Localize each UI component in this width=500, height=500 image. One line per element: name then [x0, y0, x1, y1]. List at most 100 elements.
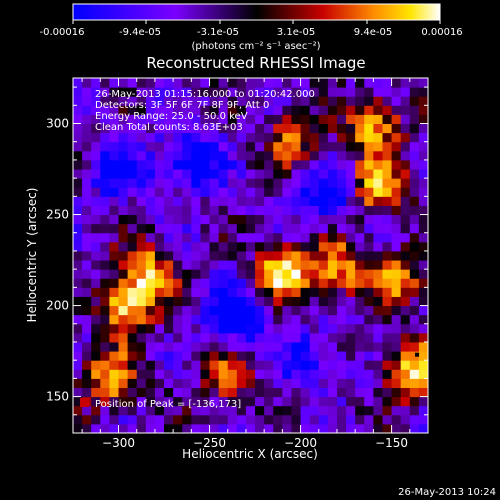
heatmap-cell	[127, 178, 138, 188]
heatmap-cell	[164, 332, 174, 343]
heatmap-cell	[118, 205, 129, 216]
heatmap-cell	[327, 96, 338, 106]
heatmap-cell	[318, 332, 329, 343]
heatmap-cell	[327, 332, 338, 343]
heatmap-cell	[118, 260, 129, 270]
heatmap-cell	[109, 405, 120, 416]
heatmap-cell	[327, 114, 338, 125]
heatmap-cell	[82, 314, 92, 325]
heatmap-cell	[309, 269, 320, 279]
heatmap-cell	[191, 314, 201, 325]
heatmap-cell	[273, 278, 283, 288]
heatmap-cell	[227, 287, 238, 297]
heatmap-cell	[318, 241, 329, 252]
heatmap-cell	[91, 341, 101, 352]
heatmap-cell	[164, 369, 174, 379]
heatmap-cell	[236, 269, 247, 279]
heatmap-cell	[182, 387, 192, 398]
heatmap-cell	[327, 405, 338, 416]
heatmap-cell	[245, 178, 256, 188]
heatmap-cell	[227, 378, 238, 388]
heatmap-cell	[109, 287, 120, 297]
heatmap-cell	[245, 423, 256, 433]
heatmap-cell	[164, 241, 174, 252]
heatmap-cell	[218, 387, 229, 398]
heatmap-cell	[209, 296, 220, 307]
heatmap-cell	[418, 169, 428, 179]
heatmap-cell	[154, 269, 165, 279]
heatmap-cell	[273, 123, 283, 134]
heatmap-cell	[373, 159, 383, 170]
heatmap-cell	[91, 351, 101, 361]
heatmap-cell	[291, 378, 302, 388]
heatmap-cell	[273, 87, 283, 97]
heatmap-cell	[264, 369, 274, 379]
heatmap-cell	[355, 378, 365, 388]
heatmap-cell	[273, 351, 283, 361]
heatmap-cell	[154, 341, 165, 352]
heatmap-cell	[100, 378, 110, 388]
heatmap-cell	[355, 396, 365, 407]
heatmap-cell	[182, 269, 192, 279]
heatmap-cell	[409, 232, 420, 243]
heatmap-cell	[255, 87, 265, 97]
heatmap-cell	[355, 123, 365, 134]
heatmap-cell	[282, 423, 292, 433]
heatmap-cell	[145, 150, 156, 161]
heatmap-cell	[391, 351, 402, 361]
heatmap-cell	[400, 232, 411, 243]
heatmap-cell	[400, 323, 411, 334]
heatmap-cell	[82, 159, 92, 170]
heatmap-cell	[355, 269, 365, 279]
heatmap-cell	[136, 114, 147, 125]
heatmap-cell	[136, 232, 147, 243]
heatmap-cell	[109, 105, 120, 115]
heatmap-cell	[400, 351, 411, 361]
heatmap-cell	[118, 414, 129, 425]
heatmap-cell	[182, 423, 192, 433]
heatmap-cell	[282, 269, 292, 279]
heatmap-cell	[318, 351, 329, 361]
heatmap-cell	[227, 405, 238, 416]
heatmap-cell	[82, 214, 92, 225]
heatmap-cell	[327, 214, 338, 225]
heatmap-cell	[409, 96, 420, 106]
heatmap-cell	[145, 387, 156, 398]
heatmap-cell	[255, 132, 265, 143]
heatmap-cell	[346, 141, 356, 152]
heatmap-cell	[336, 241, 347, 252]
heatmap-cell	[164, 123, 174, 134]
heatmap-cell	[346, 232, 356, 243]
heatmap-cell	[409, 141, 420, 152]
heatmap-cell	[200, 141, 211, 152]
heatmap-cell	[218, 205, 229, 216]
heatmap-cell	[300, 323, 311, 334]
heatmap-cell	[418, 178, 428, 188]
heatmap-cell	[191, 360, 201, 370]
heatmap-cell	[136, 96, 147, 106]
heatmap-cell	[273, 205, 283, 216]
heatmap-cell	[300, 232, 311, 243]
heatmap-cell	[73, 351, 83, 361]
heatmap-cell	[209, 159, 220, 170]
heatmap-cell	[327, 187, 338, 197]
heatmap-cell	[218, 159, 229, 170]
heatmap-cell	[382, 414, 393, 425]
heatmap-cell	[209, 150, 220, 161]
heatmap-cell	[291, 232, 302, 243]
annotation-line: Energy Range: 25.0 - 50.0 keV	[95, 111, 248, 122]
heatmap-cell	[145, 396, 156, 407]
heatmap-cell	[309, 351, 320, 361]
heatmap-cell	[364, 123, 374, 134]
heatmap-cell	[209, 260, 220, 270]
heatmap-cell	[327, 323, 338, 334]
heatmap-cell	[227, 141, 238, 152]
heatmap-cell	[236, 360, 247, 370]
heatmap-cell	[191, 278, 201, 288]
heatmap-cell	[255, 123, 265, 134]
heatmap-cell	[173, 232, 183, 243]
heatmap-cell	[318, 423, 329, 433]
heatmap-cell	[291, 387, 302, 398]
heatmap-cell	[300, 178, 311, 188]
heatmap-cell	[127, 351, 138, 361]
